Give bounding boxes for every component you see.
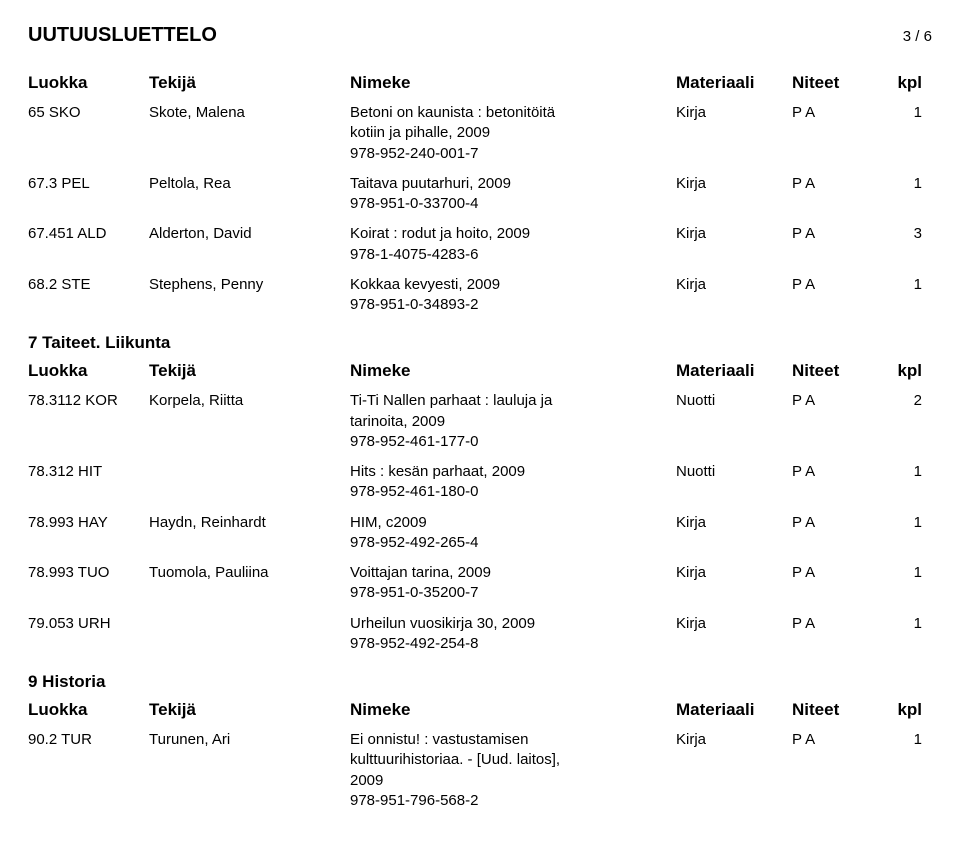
cell-materiaali: Kirja bbox=[676, 174, 786, 194]
cell-luokka: 67.451 ALD bbox=[28, 224, 143, 244]
cell-materiaali: Kirja bbox=[676, 224, 786, 244]
cell-tekija: Skote, Malena bbox=[149, 103, 344, 123]
col-header-materiaali: Materiaali bbox=[676, 361, 786, 381]
cell-nimeke: Ti-Ti Nallen parhaat : lauluja ja tarino… bbox=[350, 391, 670, 452]
table-row: 90.2 TUR Turunen, Ari Ei onnistu! : vast… bbox=[28, 730, 932, 811]
cell-materiaali: Kirja bbox=[676, 275, 786, 295]
col-header-materiaali: Materiaali bbox=[676, 73, 786, 93]
cell-kpl: 1 bbox=[888, 563, 922, 583]
cell-luokka: 78.993 TUO bbox=[28, 563, 143, 583]
cell-niteet: P A bbox=[792, 563, 882, 583]
cell-niteet: P A bbox=[792, 614, 882, 634]
cell-nimeke: Betoni on kaunista : betonitöitä kotiin … bbox=[350, 103, 670, 164]
cell-tekija: Turunen, Ari bbox=[149, 730, 344, 750]
cell-materiaali: Kirja bbox=[676, 563, 786, 583]
cell-niteet: P A bbox=[792, 224, 882, 244]
cell-nimeke: HIM, c2009 978-952-492-265-4 bbox=[350, 513, 670, 554]
cell-kpl: 1 bbox=[888, 462, 922, 482]
cell-materiaali: Kirja bbox=[676, 513, 786, 533]
cell-nimeke: Hits : kesän parhaat, 2009 978-952-461-1… bbox=[350, 462, 670, 503]
col-header-kpl: kpl bbox=[888, 73, 922, 93]
cell-tekija: Alderton, David bbox=[149, 224, 344, 244]
cell-luokka: 79.053 URH bbox=[28, 614, 143, 634]
section-title: 7 Taiteet. Liikunta bbox=[28, 333, 932, 353]
cell-kpl: 3 bbox=[888, 224, 922, 244]
cell-tekija: Korpela, Riitta bbox=[149, 391, 344, 411]
cell-niteet: P A bbox=[792, 730, 882, 750]
col-header-tekija: Tekijä bbox=[149, 73, 344, 93]
cell-nimeke: Koirat : rodut ja hoito, 2009 978-1-4075… bbox=[350, 224, 670, 265]
cell-niteet: P A bbox=[792, 391, 882, 411]
cell-materiaali: Nuotti bbox=[676, 391, 786, 411]
col-header-niteet: Niteet bbox=[792, 73, 882, 93]
col-header-tekija: Tekijä bbox=[149, 700, 344, 720]
cell-nimeke: Urheilun vuosikirja 30, 2009 978-952-492… bbox=[350, 614, 670, 655]
cell-nimeke: Taitava puutarhuri, 2009 978-951-0-33700… bbox=[350, 174, 670, 215]
cell-nimeke: Kokkaa kevyesti, 2009 978-951-0-34893-2 bbox=[350, 275, 670, 316]
cell-kpl: 2 bbox=[888, 391, 922, 411]
page-sep: / bbox=[911, 28, 924, 45]
table-row: 78.312 HIT Hits : kesän parhaat, 2009 97… bbox=[28, 462, 932, 503]
table-row: 67.3 PEL Peltola, Rea Taitava puutarhuri… bbox=[28, 174, 932, 215]
page-total: 6 bbox=[924, 28, 932, 45]
table-row: 68.2 STE Stephens, Penny Kokkaa kevyesti… bbox=[28, 275, 932, 316]
table-row: 79.053 URH Urheilun vuosikirja 30, 2009 … bbox=[28, 614, 932, 655]
cell-luokka: 90.2 TUR bbox=[28, 730, 143, 750]
col-header-luokka: Luokka bbox=[28, 361, 143, 381]
col-header-materiaali: Materiaali bbox=[676, 700, 786, 720]
column-header-row: Luokka Tekijä Nimeke Materiaali Niteet k… bbox=[28, 73, 932, 93]
cell-niteet: P A bbox=[792, 103, 882, 123]
cell-kpl: 1 bbox=[888, 174, 922, 194]
cell-nimeke: Voittajan tarina, 2009 978-951-0-35200-7 bbox=[350, 563, 670, 604]
cell-niteet: P A bbox=[792, 462, 882, 482]
col-header-niteet: Niteet bbox=[792, 700, 882, 720]
cell-kpl: 1 bbox=[888, 614, 922, 634]
page-title: UUTUUSLUETTELO bbox=[28, 24, 217, 47]
table-row: 78.993 TUO Tuomola, Pauliina Voittajan t… bbox=[28, 563, 932, 604]
cell-luokka: 68.2 STE bbox=[28, 275, 143, 295]
cell-niteet: P A bbox=[792, 174, 882, 194]
table-row: 78.993 HAY Haydn, Reinhardt HIM, c2009 9… bbox=[28, 513, 932, 554]
page-current: 3 bbox=[903, 28, 911, 45]
col-header-tekija: Tekijä bbox=[149, 361, 344, 381]
col-header-niteet: Niteet bbox=[792, 361, 882, 381]
cell-materiaali: Kirja bbox=[676, 730, 786, 750]
cell-luokka: 67.3 PEL bbox=[28, 174, 143, 194]
cell-luokka: 78.993 HAY bbox=[28, 513, 143, 533]
cell-nimeke: Ei onnistu! : vastustamisen kulttuurihis… bbox=[350, 730, 670, 811]
cell-materiaali: Kirja bbox=[676, 614, 786, 634]
table-row: 78.3112 KOR Korpela, Riitta Ti-Ti Nallen… bbox=[28, 391, 932, 452]
col-header-nimeke: Nimeke bbox=[350, 700, 670, 720]
cell-tekija: Stephens, Penny bbox=[149, 275, 344, 295]
page-number: 3 / 6 bbox=[903, 28, 932, 45]
table-row: 65 SKO Skote, Malena Betoni on kaunista … bbox=[28, 103, 932, 164]
cell-materiaali: Nuotti bbox=[676, 462, 786, 482]
col-header-luokka: Luokka bbox=[28, 700, 143, 720]
page-header: UUTUUSLUETTELO 3 / 6 bbox=[28, 24, 932, 47]
col-header-luokka: Luokka bbox=[28, 73, 143, 93]
cell-luokka: 78.3112 KOR bbox=[28, 391, 143, 411]
col-header-nimeke: Nimeke bbox=[350, 361, 670, 381]
column-header-row: Luokka Tekijä Nimeke Materiaali Niteet k… bbox=[28, 700, 932, 720]
cell-kpl: 1 bbox=[888, 730, 922, 750]
table-row: 67.451 ALD Alderton, David Koirat : rodu… bbox=[28, 224, 932, 265]
cell-luokka: 65 SKO bbox=[28, 103, 143, 123]
col-header-kpl: kpl bbox=[888, 700, 922, 720]
col-header-kpl: kpl bbox=[888, 361, 922, 381]
cell-niteet: P A bbox=[792, 275, 882, 295]
cell-luokka: 78.312 HIT bbox=[28, 462, 143, 482]
col-header-nimeke: Nimeke bbox=[350, 73, 670, 93]
cell-tekija: Tuomola, Pauliina bbox=[149, 563, 344, 583]
section-title: 9 Historia bbox=[28, 672, 932, 692]
cell-kpl: 1 bbox=[888, 103, 922, 123]
cell-niteet: P A bbox=[792, 513, 882, 533]
column-header-row: Luokka Tekijä Nimeke Materiaali Niteet k… bbox=[28, 361, 932, 381]
cell-tekija: Haydn, Reinhardt bbox=[149, 513, 344, 533]
cell-materiaali: Kirja bbox=[676, 103, 786, 123]
cell-kpl: 1 bbox=[888, 275, 922, 295]
cell-kpl: 1 bbox=[888, 513, 922, 533]
cell-tekija: Peltola, Rea bbox=[149, 174, 344, 194]
